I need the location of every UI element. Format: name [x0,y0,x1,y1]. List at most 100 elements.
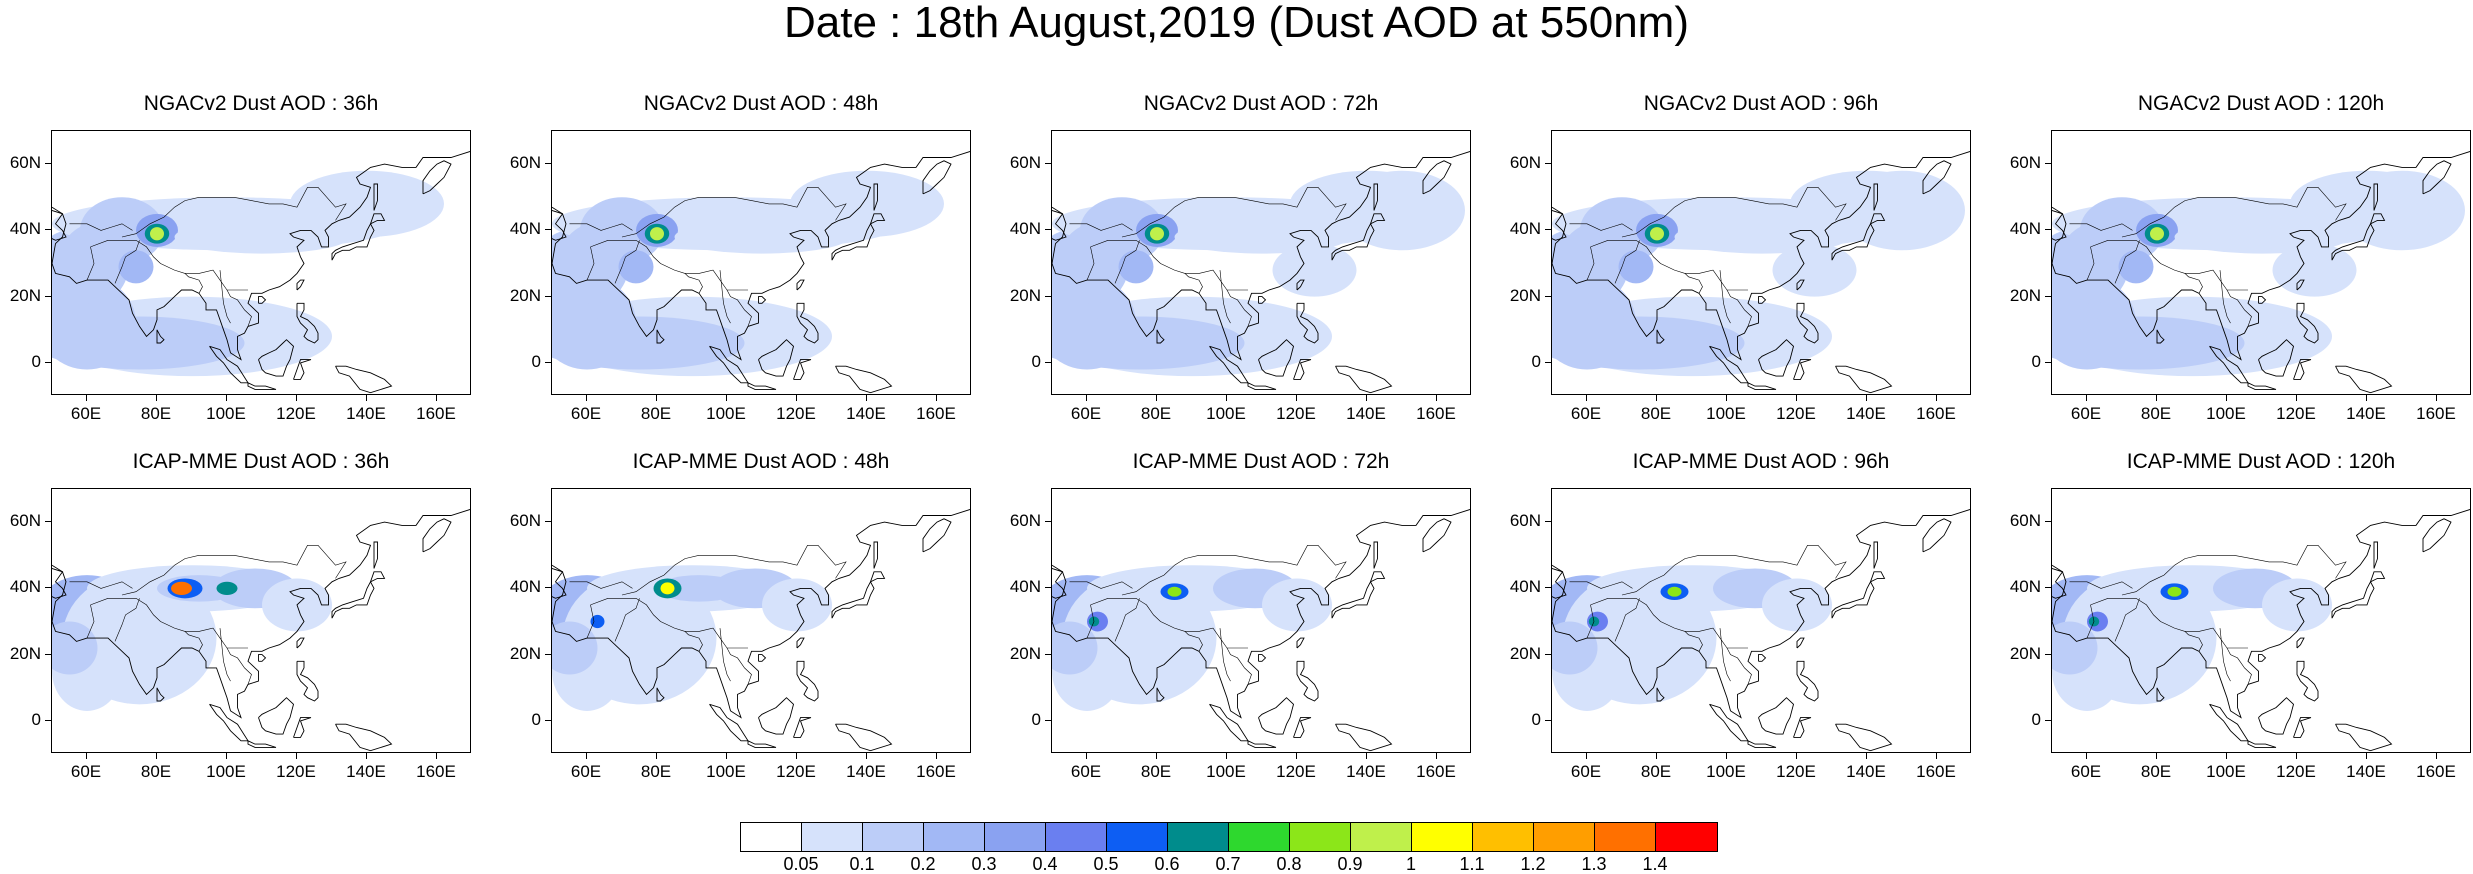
colorbar-label: 1.4 [1642,854,1668,874]
coastline [293,717,312,738]
lon-tick-label: 60E [570,762,602,781]
coastline [1335,723,1393,752]
lat-tick [545,229,551,231]
coastline [2331,571,2386,619]
colorbar-label: 1 [1405,854,1416,874]
colorbar-swatch [1107,823,1168,851]
colorbar-label: 0.7 [1215,854,1241,874]
lon-tick-label: 120E [2276,762,2316,781]
colorbar-label: 0.6 [1154,854,1180,874]
lon-tick [2296,753,2297,759]
country-border [2121,544,2347,596]
figure-title: Date : 18th August,2019 (Dust AOD at 550… [784,0,1689,47]
coastline [922,518,952,553]
coastline [922,160,952,195]
colorbar-swatch [1046,823,1107,851]
map-canvas [52,151,470,394]
country-border [1621,186,1847,238]
colorbar-swatch [1595,823,1656,851]
country-border [1726,289,1752,327]
lat-tick [2045,719,2051,721]
country-border [1684,631,1703,652]
lon-tick-label: 140E [346,762,386,781]
coastline [1758,296,1767,304]
country-border [1226,647,1252,685]
lat-tick [45,653,51,655]
coastline [422,518,452,553]
country-border [2121,186,2347,238]
lat-tick-label: 60N [2009,511,2041,531]
lon-tick-label: 160E [916,404,956,423]
dust-aod-shading [2118,250,2154,284]
dust-aod-shading [2052,316,2245,370]
lon-tick [296,395,297,401]
country-border [1184,631,1203,652]
colorbar-label: 1.1 [1459,854,1485,874]
coastline [247,740,277,748]
lat-tick [1045,653,1051,655]
dust-aod-shading [171,581,192,595]
lon-tick-label: 140E [1846,762,1886,781]
lon-tick-label: 60E [2070,762,2102,781]
lat-tick-label: 0 [2031,351,2041,371]
lon-tick [436,753,437,759]
coastline [1296,302,1319,344]
dust-aod-shading [1339,170,1465,251]
coastline [2296,279,2305,291]
coastline [796,660,819,702]
coastline [52,509,470,719]
lon-tick-label: 60E [70,404,102,423]
map-canvas [2052,151,2470,394]
coastline [831,213,886,261]
lat-tick-label: 0 [1531,351,1541,371]
lon-tick [726,395,727,401]
colorbar-label: 0.1 [849,854,875,874]
coastline [747,382,777,390]
map-panel [51,130,471,395]
coastline [793,359,812,380]
country-border [86,604,95,639]
lon-tick-label: 100E [706,762,746,781]
lon-tick [2436,395,2437,401]
country-border [1069,223,1133,231]
coastline [2296,302,2319,344]
lat-tick-label: 20N [1509,643,1541,663]
country-border [2069,581,2133,589]
lon-tick [1156,395,1157,401]
coastline [373,183,378,211]
coastline [796,637,805,649]
lon-tick [1726,395,1727,401]
lon-tick [2086,753,2087,759]
dust-aod-shading [2150,227,2164,241]
lat-tick [45,521,51,523]
country-border [1226,289,1252,327]
map-panel [1051,488,1471,753]
coastline [1258,697,1295,735]
dust-aod-shading [1772,243,1857,297]
lon-tick-label: 80E [1640,762,1672,781]
coastline [209,345,249,384]
lon-tick-label: 120E [276,404,316,423]
lon-tick-label: 100E [2206,404,2246,423]
lat-tick [1045,521,1051,523]
lat-tick-label: 60N [509,153,541,173]
country-border [1069,581,1133,589]
lon-tick [2436,753,2437,759]
country-border [1569,223,1633,231]
country-border [1621,544,1847,596]
map-canvas [1552,509,1970,752]
coastline [552,151,970,361]
country-border [1719,628,1731,682]
country-border [2090,598,2248,649]
coastline [1873,183,1878,211]
lon-tick [936,395,937,401]
lon-tick-label: 60E [2070,404,2102,423]
country-border [121,186,347,238]
lat-tick-label: 60N [9,153,41,173]
coastline [1709,703,1749,742]
coastline [1922,518,1952,553]
country-border [2184,273,2203,294]
coastline [1552,509,1970,719]
coastline [1373,541,1378,569]
lon-tick-label: 80E [1140,404,1172,423]
